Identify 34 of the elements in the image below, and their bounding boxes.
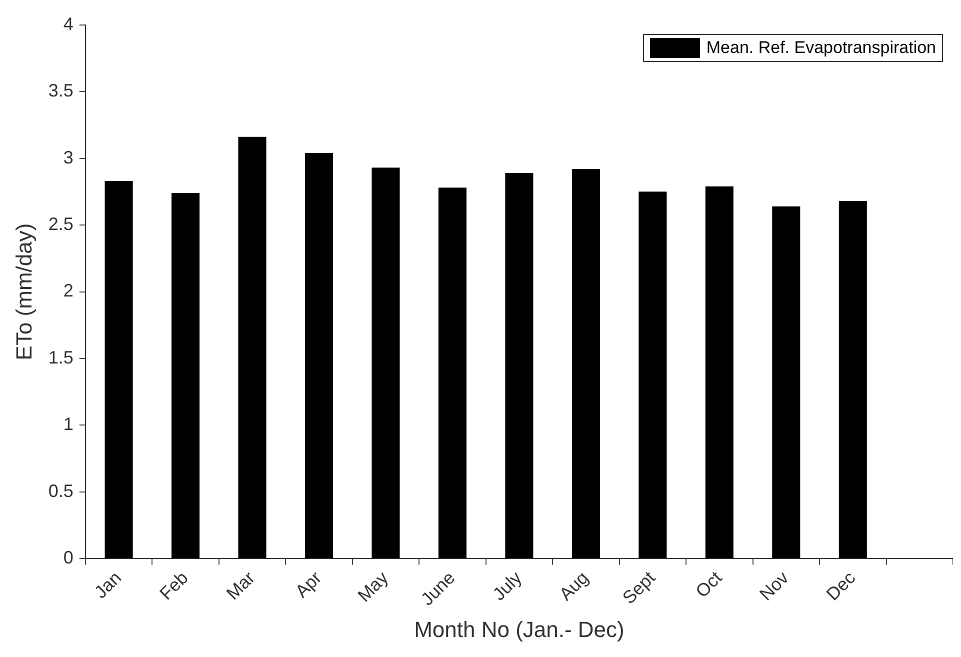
bar [172, 192, 200, 558]
bar [638, 192, 667, 558]
y-tick-label: 4 [63, 14, 74, 34]
x-tick-label: Feb [156, 568, 192, 604]
x-tick-label: Nov [756, 568, 792, 604]
bar [772, 206, 800, 558]
y-tick-label: 1 [63, 414, 74, 434]
y-tick-label: 3.5 [48, 80, 74, 101]
bar [372, 168, 400, 558]
x-tick-label: Dec [822, 568, 860, 604]
bar [572, 168, 600, 558]
y-tick-label: 2.5 [48, 214, 74, 234]
bar [104, 180, 133, 558]
legend-label: Mean. Ref. Evapotranspiration [706, 38, 936, 58]
x-axis-title: Month No (Jan.- Dec) [414, 616, 624, 642]
bar [505, 172, 534, 558]
x-tick-label: July [488, 568, 526, 604]
y-tick-label: 0.5 [48, 480, 74, 501]
bar [438, 188, 466, 558]
x-tick-label: Aug [556, 568, 592, 604]
x-tick-label: Apr [291, 568, 326, 602]
bar [705, 186, 734, 558]
y-axis-title: ETo (mm/day) [11, 223, 36, 360]
x-tick-label: Jan [90, 568, 126, 602]
x-tick-label: May [354, 568, 392, 606]
x-tick-label: Mar [222, 568, 259, 604]
bar [238, 136, 266, 558]
x-tick-label: Oct [692, 568, 726, 602]
y-tick-label: 3 [63, 147, 74, 168]
bar [304, 152, 334, 558]
y-tick-label: 0 [63, 548, 74, 568]
y-tick-label: 2 [63, 280, 74, 301]
bar [838, 200, 867, 558]
y-tick-label: 1.5 [48, 347, 74, 368]
